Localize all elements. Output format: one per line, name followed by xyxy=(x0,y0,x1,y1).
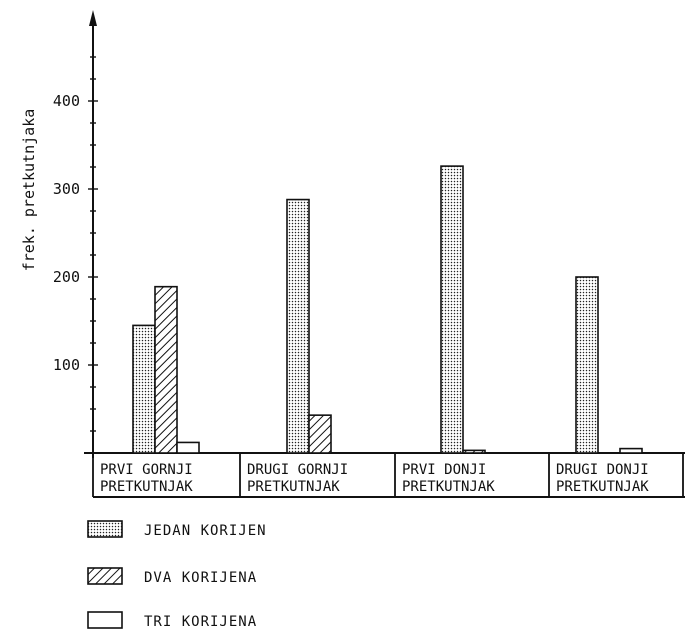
category-label: DRUGI GORNJI xyxy=(247,462,348,478)
category-label: PRVI GORNJI xyxy=(100,462,193,478)
bar-hatch-0 xyxy=(154,285,178,454)
y-ticks: 100 200 300 400 xyxy=(53,56,98,432)
bar-dots-3 xyxy=(575,276,599,454)
category-label: PRETKUTNJAK xyxy=(247,479,340,495)
y-axis-arrow xyxy=(89,10,97,26)
legend-label: JEDAN KORIJEN xyxy=(144,523,267,539)
bar-dots-2 xyxy=(440,165,464,454)
y-axis-label: frek. pretkutnjaka xyxy=(20,109,38,272)
bar-empty-0 xyxy=(176,441,200,454)
bar-empty-3 xyxy=(619,447,643,454)
legend: JEDAN KORIJEN DVA KORIJENA TRI KORIJENA xyxy=(87,520,267,630)
bars xyxy=(132,165,643,454)
y-tick-label: 300 xyxy=(53,180,80,198)
category-label: PRETKUTNJAK xyxy=(556,479,649,495)
bar-dots-0 xyxy=(132,324,156,454)
category-label: PRETKUTNJAK xyxy=(100,479,193,495)
bar-hatch-1 xyxy=(308,414,332,454)
legend-label: DVA KORIJENA xyxy=(144,570,257,586)
y-tick-label: 200 xyxy=(53,268,80,286)
legend-label: TRI KORIJENA xyxy=(144,614,257,630)
category-label: DRUGI DONJI xyxy=(556,462,649,478)
category-label: PRETKUTNJAK xyxy=(402,479,495,495)
legend-swatch-hatch xyxy=(87,567,123,585)
category-label: PRVI DONJI xyxy=(402,462,486,478)
bar-hatch-2 xyxy=(462,449,486,454)
legend-swatch-empty xyxy=(87,611,123,629)
y-tick-label: 100 xyxy=(53,356,80,374)
y-tick-label: 400 xyxy=(53,92,80,110)
bar-dots-1 xyxy=(286,198,310,454)
legend-swatch-dots xyxy=(87,520,123,538)
